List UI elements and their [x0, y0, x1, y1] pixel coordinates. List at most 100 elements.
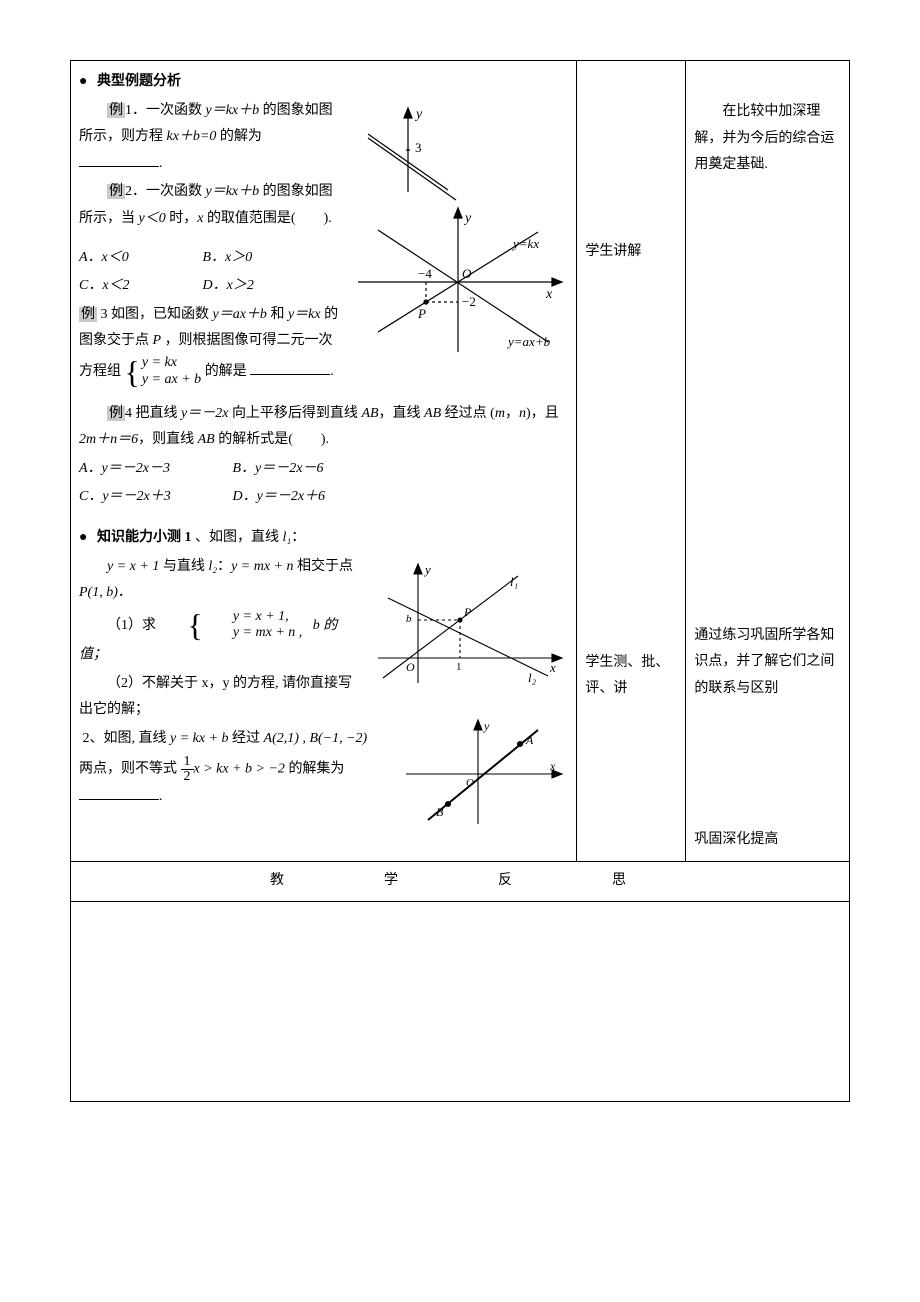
ex4-ta: 把直线 [132, 406, 181, 421]
bullet-icon: ● [79, 74, 87, 89]
q1-pt: P(1, b) [79, 585, 118, 600]
ex4-ab3: AB [198, 432, 215, 447]
bullet-icon-2: ● [79, 530, 87, 545]
ex2-cond: y＜0 [139, 211, 166, 226]
ex3-num: 3 [101, 307, 108, 322]
fig2-P: P [463, 605, 472, 619]
figure-1-graph: y 3 x y O y=kx y=ax+b −4 −2 [348, 102, 568, 362]
ex3-f2: y＝kx [288, 307, 321, 322]
section-quiz-heading: ● 知识能力小测 1 、如图，直线 l₁： [79, 525, 568, 552]
fig1-ykx: y=kx [511, 236, 539, 251]
ex3-sys-1: y = kx [142, 355, 201, 372]
q2-num: 1 [181, 755, 194, 770]
reflection-heading: 教 学 反 思 [71, 862, 850, 902]
figure-3-graph: y x O A B [398, 716, 568, 831]
ex4-td: 经过点 ( [441, 406, 495, 421]
note-3: 巩固深化提高 [694, 827, 841, 854]
ex2-opt-d: D．x＞2 [203, 273, 323, 300]
fig2-l2: l₂ [528, 670, 537, 685]
ex2-ta: ．一次函数 [132, 184, 206, 199]
example-4: 例4 把直线 y＝－2x 向上平移后得到直线 AB，直线 AB 经过点 (m，n… [79, 401, 568, 454]
q2-ineq: x > kx + b > −2 [194, 761, 285, 776]
ex1-label: 例 [107, 103, 125, 118]
reflection-title: 教 学 反 思 [270, 873, 650, 888]
q2-per: . [159, 789, 163, 804]
q1-p2: （2）不解关于 x，y 的方程, 请你直接写出它的解； [79, 676, 352, 718]
q2-taila: 两点，则不等式 [79, 761, 181, 776]
fig2-l1: l₁ [510, 574, 518, 589]
ex4-ab1: AB [361, 406, 378, 421]
fig3-x: x [549, 759, 556, 773]
fig1-yaxb: y=ax+b [506, 334, 551, 349]
q1-sys1: y = x + 1, [205, 609, 302, 626]
ex2-num: 2 [125, 184, 132, 199]
ex4-line: y＝－2x [181, 406, 228, 421]
quiz-title: 知识能力小测 1 [97, 530, 192, 545]
ex4-n: n [519, 406, 526, 421]
ex3-td: 的解是 [205, 364, 247, 379]
ex4-opt-b: B．y＝－2x－6 [233, 456, 383, 483]
fig3-A: A [525, 733, 534, 747]
q1-c2: ： [217, 559, 231, 574]
ex1-num: 1 [125, 103, 132, 118]
ex4-options-row2: C．y＝－2x＋3 D．y＝－2x＋6 [79, 484, 568, 511]
axis-x-label: x [545, 287, 553, 302]
q2-mid: 经过 [229, 731, 264, 746]
ex2-label: 例 [107, 184, 125, 199]
middle-column: 学生讲解 学生测、批、评、讲 [577, 61, 686, 862]
q1-eq1: y = x + 1 [107, 559, 159, 574]
ex2-td: 的取值范围是( ). [203, 211, 331, 226]
ex4-paren: )，且 [526, 406, 559, 421]
q1-per: ． [118, 585, 132, 600]
fig1-m2: −2 [462, 294, 476, 309]
note-1: 在比较中加深理解，并为今后的综合运用奠定基础. [694, 99, 841, 179]
q1-l1: l₁ [282, 530, 291, 545]
figure-2-graph: y x O l₁ l₂ P b 1 [368, 558, 568, 688]
q1-eq2: y = mx + n [231, 559, 293, 574]
ex1-fn: y＝kx＋b [206, 103, 260, 118]
q1-p1l: （1）求 [107, 618, 156, 633]
q1-system: { y = x + 1, y = mx + n , [160, 609, 303, 643]
fig1-P: P [417, 306, 426, 321]
fig2-1: 1 [456, 661, 462, 673]
q2-A: A(2,1) [264, 731, 299, 746]
q1-c1: ： [291, 530, 305, 545]
fig3-B: B [436, 805, 444, 819]
reflection-blank [71, 901, 850, 1101]
q2-line: y = kx + b [170, 731, 229, 746]
ex4-label: 例 [107, 406, 125, 421]
ex4-tc: ，直线 [379, 406, 425, 421]
q1-intro: 、如图，直线 [195, 530, 283, 545]
ex3-pt: P [153, 333, 162, 348]
q2-blank [79, 784, 159, 799]
axis-y-label-2: y [463, 211, 472, 226]
fig3-y: y [483, 719, 490, 733]
ex2-fn: y＝kx＋b [206, 184, 260, 199]
q2-B: B(−1, −2) [309, 731, 367, 746]
q1-sys2: y = mx + n , [205, 625, 302, 642]
q1-l2: l₂ [208, 559, 217, 574]
q1-ta: 相交于点 [294, 559, 354, 574]
fig2-O: O [406, 660, 415, 674]
ex3-system: { y = kx y = ax + b [125, 355, 202, 389]
q2-pre: 2、如图, 直线 [83, 731, 171, 746]
mid-note-2: 学生测、批、评、讲 [585, 650, 677, 703]
ex3-and: 和 [267, 307, 288, 322]
ex3-blank [250, 360, 330, 375]
ex2-opt-b: B．x＞0 [203, 245, 323, 272]
ex1-text-a: ．一次函数 [132, 103, 206, 118]
mid-note-1: 学生讲解 [585, 239, 677, 266]
ex2-tc: 时， [166, 211, 198, 226]
ex4-opt-d: D．y＝－2x＋6 [233, 484, 383, 511]
ex3-f1: y＝ax＋b [213, 307, 267, 322]
ex4-comma: ， [505, 406, 519, 421]
ex3-sys-2: y = ax + b [142, 372, 201, 389]
section-examples-heading: ● 典型例题分析 [79, 69, 568, 96]
note-2: 通过练习巩固所学各知识点，并了解它们之间的联系与区别 [694, 623, 841, 703]
ex4-tb: 向上平移后得到直线 [228, 406, 361, 421]
ex4-opt-a: A．y＝－2x－3 [79, 456, 229, 483]
fig1-m4: −4 [418, 266, 432, 281]
lesson-table: ● 典型例题分析 y 3 x y O y=kx y= [70, 60, 850, 1102]
ex4-options-row1: A．y＝－2x－3 B．y＝－2x－6 [79, 456, 568, 483]
ex3-label: 例 [79, 307, 97, 322]
